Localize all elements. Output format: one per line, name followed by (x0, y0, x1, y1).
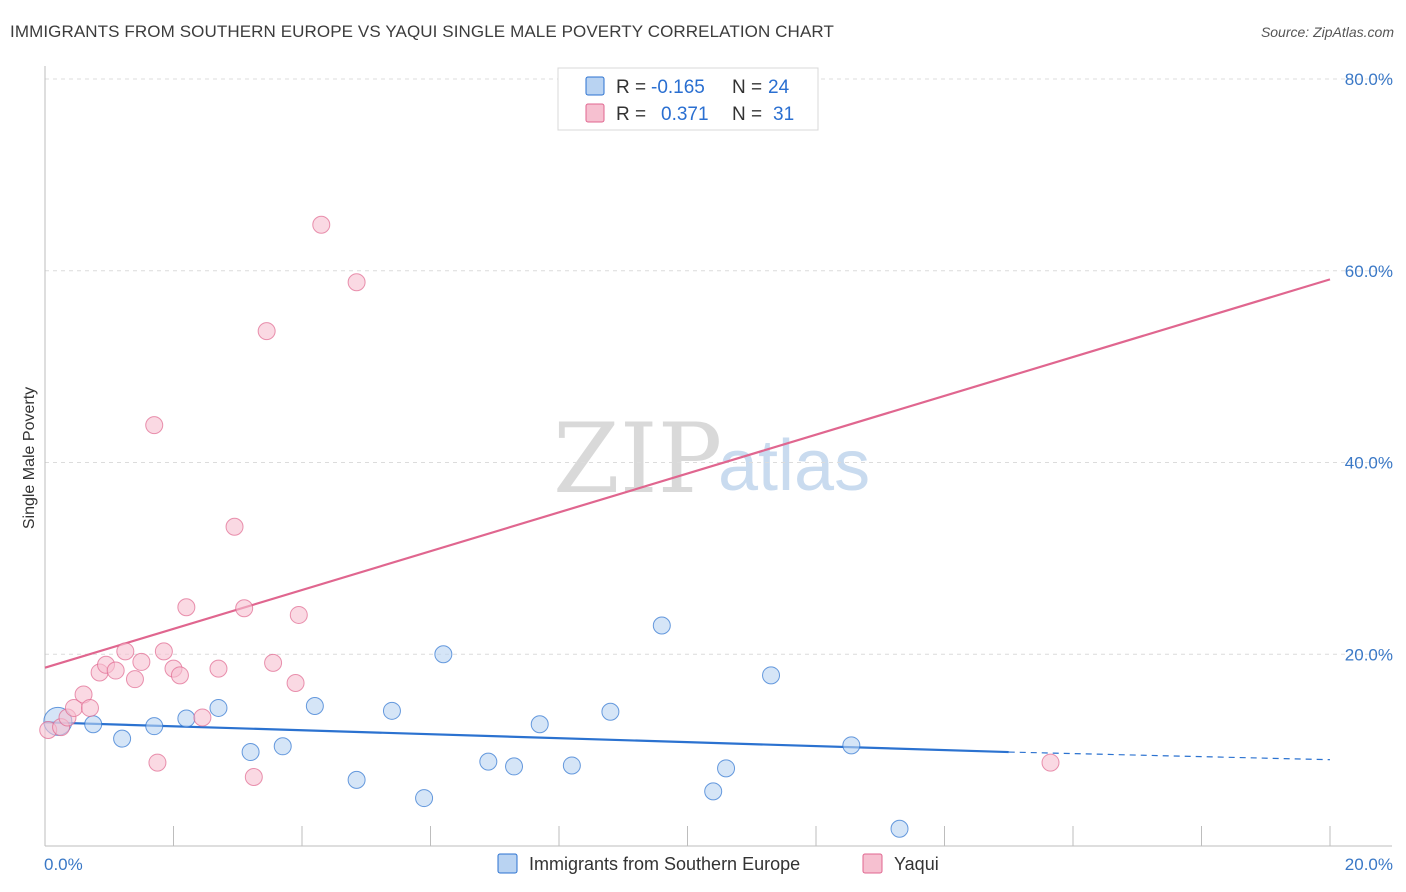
y-tick-label-0: 20.0% (1345, 645, 1393, 664)
series-legend: Immigrants from Southern Europe Yaqui (497, 853, 939, 874)
legend-swatch-pink (585, 103, 605, 123)
immigrants-point-1 (84, 715, 103, 734)
trend-line-yaqui (44, 278, 1331, 669)
immigrants-point-12 (434, 645, 453, 664)
tick-labels: 20.0% 40.0% 60.0% 80.0% 0.0% 20.0% (44, 70, 1393, 874)
yaqui-point-16 (170, 666, 189, 685)
y-tick-label-1: 40.0% (1345, 454, 1393, 473)
immigrants-point-14 (505, 757, 524, 776)
legend-n-label-1: N = (732, 77, 762, 98)
y-axis-label: Single Male Poverty (21, 387, 38, 529)
immigrants-point-2 (113, 729, 132, 748)
series-legend-swatch-pink (862, 853, 883, 874)
yaqui-point-20 (225, 517, 244, 536)
legend-n-label-2: N = (732, 104, 762, 125)
source-credit: Source: ZipAtlas.com (1260, 24, 1394, 40)
immigrants-point-20 (717, 759, 736, 778)
immigrants-point-8 (305, 697, 324, 716)
yaqui-point-27 (312, 215, 331, 234)
series-legend-label-1: Immigrants from Southern Europe (529, 854, 800, 874)
watermark: ZIP atlas (553, 403, 870, 515)
yaqui-point-8 (106, 661, 125, 680)
yaqui-point-28 (347, 273, 366, 292)
immigrants-point-5 (209, 698, 228, 717)
series-legend-label-2: Yaqui (894, 854, 939, 874)
yaqui-point-12 (145, 416, 164, 435)
yaqui-point-9 (116, 642, 135, 661)
yaqui-point-21 (235, 599, 254, 618)
yaqui-point-13 (148, 753, 167, 772)
immigrants-point-19 (704, 782, 723, 801)
yaqui-point-25 (286, 674, 305, 693)
legend-n-value-2: 31 (773, 104, 794, 125)
immigrants-point-16 (562, 756, 581, 775)
immigrants-point-11 (415, 789, 434, 808)
watermark-atlas: atlas (718, 426, 870, 506)
legend-r-label-2: R = (616, 104, 646, 125)
yaqui-point-18 (193, 708, 212, 727)
immigrants-point-21 (762, 666, 781, 685)
yaqui-point-19 (209, 659, 228, 678)
yaqui-point-5 (80, 698, 99, 717)
y-tick-label-3: 80.0% (1345, 70, 1393, 89)
yaqui-point-11 (132, 652, 151, 671)
series-legend-swatch-blue (497, 853, 518, 874)
immigrants-point-22 (842, 736, 861, 755)
legend-swatch-blue (585, 76, 605, 96)
immigrants-point-18 (652, 616, 671, 635)
immigrants-point-4 (177, 709, 196, 728)
axes (44, 66, 1392, 847)
legend-r-value-2: 0.371 (661, 104, 709, 125)
yaqui-point-17 (177, 598, 196, 617)
yaqui-point-23 (257, 322, 276, 341)
immigrants-point-13 (479, 752, 498, 771)
immigrants-point-9 (347, 770, 366, 789)
immigrants-point-17 (601, 702, 620, 721)
immigrants-point-10 (382, 701, 401, 720)
yaqui-point-26 (289, 605, 308, 624)
yaqui-point-14 (154, 642, 173, 661)
yaqui-point-10 (125, 670, 144, 689)
yaqui-point-24 (264, 653, 283, 672)
correlation-legend: R = -0.165 N = 24 R = 0.371 N = 31 (557, 67, 819, 131)
immigrants-point-7 (273, 737, 292, 756)
legend-r-label-1: R = (616, 77, 646, 98)
immigrants-point-23 (890, 819, 909, 838)
gridlines (45, 78, 1392, 655)
immigrants-point-6 (241, 743, 260, 762)
data-points (39, 215, 1060, 838)
watermark-zip: ZIP (553, 403, 722, 515)
y-tick-label-2: 60.0% (1345, 262, 1393, 281)
legend-r-value-1: -0.165 (651, 77, 705, 98)
x-tick-label-0: 0.0% (44, 855, 83, 874)
immigrants-point-3 (145, 717, 164, 736)
yaqui-point-22 (244, 767, 263, 786)
chart-title: IMMIGRANTS FROM SOUTHERN EUROPE VS YAQUI… (10, 22, 834, 41)
x-tick-label-1: 20.0% (1345, 855, 1393, 874)
yaqui-point-29 (1041, 753, 1060, 772)
trend-line-immigrants-extension (1008, 751, 1331, 761)
legend-n-value-1: 24 (768, 77, 790, 98)
immigrants-point-15 (530, 715, 549, 734)
